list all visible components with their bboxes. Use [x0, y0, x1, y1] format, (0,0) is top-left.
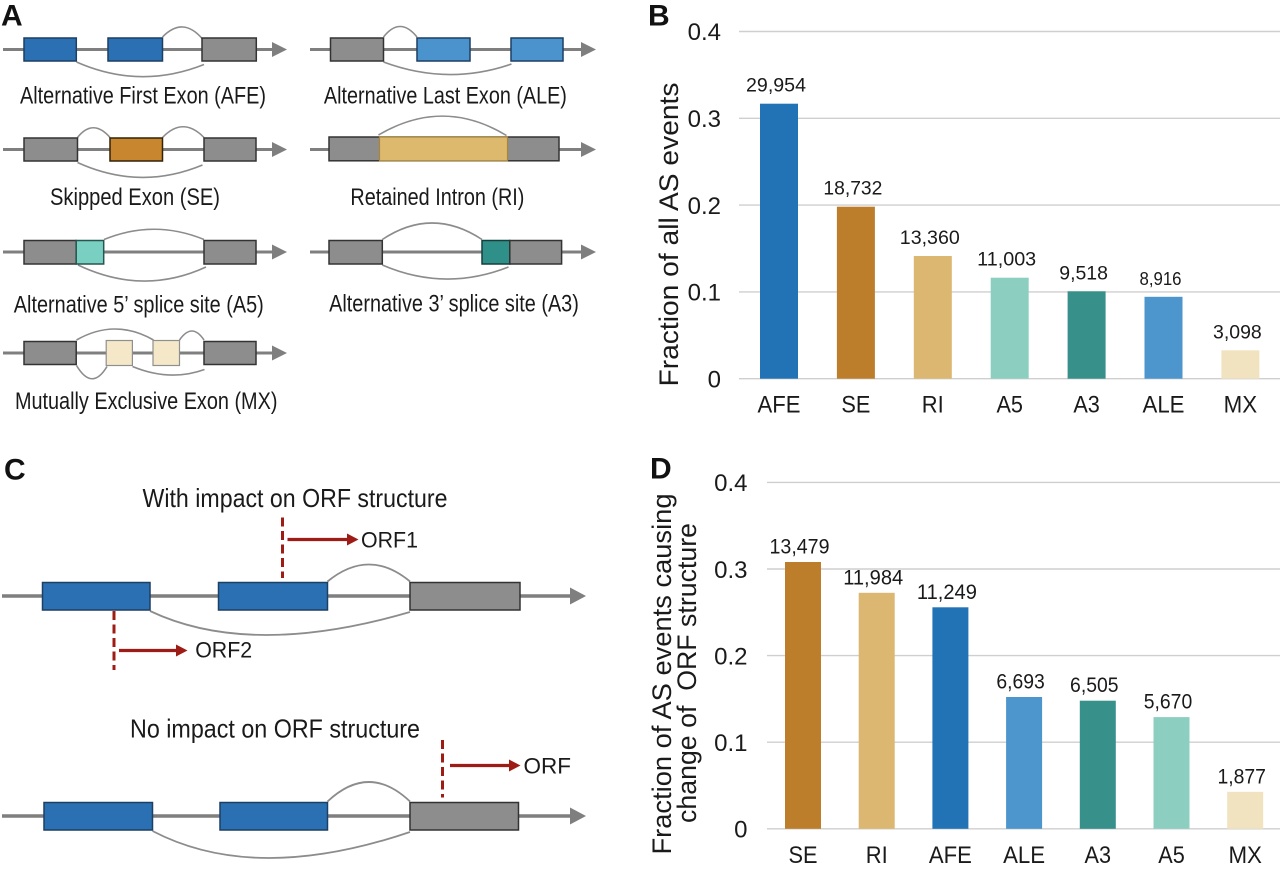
svg-text:SE: SE [841, 392, 870, 419]
svg-text:29,954: 29,954 [746, 75, 806, 97]
svg-text:No impact on ORF structure: No impact on ORF structure [130, 714, 420, 744]
svg-text:Alternative First Exon (AFE): Alternative First Exon (AFE) [20, 82, 266, 109]
svg-text:SE: SE [789, 842, 818, 869]
svg-text:0.2: 0.2 [688, 193, 721, 220]
svg-text:5,670: 5,670 [1144, 690, 1193, 714]
svg-text:Fraction of all AS events: Fraction of all AS events [654, 83, 684, 387]
svg-text:With impact on ORF structure: With impact on ORF structure [143, 483, 448, 513]
svg-text:Retained Intron (RI): Retained Intron (RI) [350, 184, 524, 211]
svg-text:0.3: 0.3 [714, 557, 747, 584]
svg-text:0.1: 0.1 [688, 280, 721, 307]
svg-text:11,249: 11,249 [917, 580, 977, 604]
svg-text:11,984: 11,984 [843, 565, 903, 589]
svg-text:ALE: ALE [1003, 842, 1045, 869]
svg-text:Mutually Exclusive Exon (MX): Mutually Exclusive Exon (MX) [15, 388, 278, 415]
svg-text:A5: A5 [996, 392, 1023, 419]
svg-text:0: 0 [734, 817, 747, 844]
svg-text:Alternative 5’ splice site (A5: Alternative 5’ splice site (A5) [14, 292, 264, 319]
svg-text:change of ORF structure: change of ORF structure [672, 523, 702, 823]
svg-text:1,877: 1,877 [1217, 764, 1266, 788]
svg-text:RI: RI [922, 392, 944, 419]
svg-text:0.3: 0.3 [688, 106, 721, 133]
svg-text:0.2: 0.2 [714, 643, 747, 670]
svg-text:Skipped Exon (SE): Skipped Exon (SE) [50, 184, 220, 211]
svg-text:8,916: 8,916 [1140, 269, 1182, 289]
svg-text:9,518: 9,518 [1059, 262, 1108, 284]
svg-text:0.1: 0.1 [714, 730, 747, 757]
svg-text:D: D [650, 452, 672, 485]
svg-text:C: C [4, 453, 26, 486]
svg-text:MX: MX [1228, 842, 1262, 869]
svg-text:AFE: AFE [758, 392, 801, 419]
svg-text:MX: MX [1224, 392, 1258, 419]
svg-text:A3: A3 [1085, 842, 1112, 869]
svg-text:13,479: 13,479 [770, 535, 830, 559]
svg-text:B: B [648, 0, 670, 33]
svg-text:6,693: 6,693 [996, 670, 1045, 694]
svg-text:13,360: 13,360 [900, 227, 960, 249]
svg-text:6,505: 6,505 [1070, 673, 1119, 697]
svg-text:ORF1: ORF1 [361, 528, 418, 553]
svg-text:A3: A3 [1073, 392, 1100, 419]
svg-text:0.4: 0.4 [688, 19, 721, 46]
svg-text:Alternative Last Exon (ALE): Alternative Last Exon (ALE) [324, 82, 567, 109]
svg-text:Fraction of AS events causing: Fraction of AS events causing [647, 494, 677, 855]
svg-text:11,003: 11,003 [977, 249, 1036, 271]
svg-text:ORF: ORF [524, 754, 572, 779]
svg-text:ORF2: ORF2 [195, 638, 252, 663]
svg-text:AFE: AFE [929, 842, 972, 869]
svg-text:ALE: ALE [1143, 392, 1185, 419]
svg-text:RI: RI [866, 842, 888, 869]
svg-text:0: 0 [708, 366, 721, 393]
svg-text:3,098: 3,098 [1213, 321, 1262, 343]
svg-text:A5: A5 [1158, 842, 1185, 869]
svg-text:18,732: 18,732 [823, 178, 882, 200]
svg-text:0.4: 0.4 [714, 470, 747, 497]
svg-text:Alternative 3’ splice site (A3: Alternative 3’ splice site (A3) [329, 291, 579, 318]
svg-text:A: A [1, 0, 23, 33]
